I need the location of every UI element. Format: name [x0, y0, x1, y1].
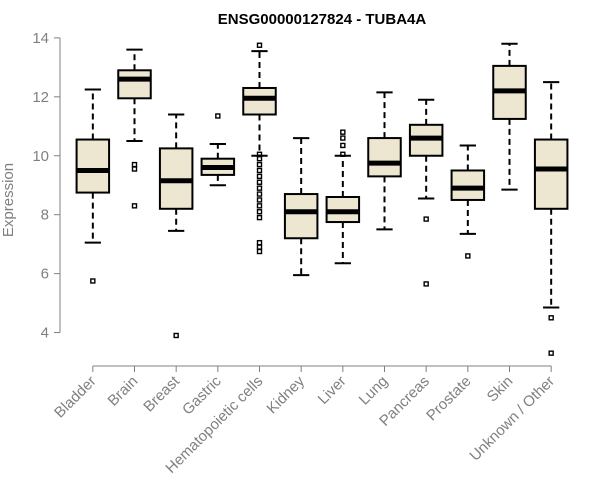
box-series — [75, 42, 569, 356]
y-axis-title: Expression — [0, 163, 17, 237]
box-iqr — [367, 137, 402, 178]
x-tick-label: Lung — [356, 373, 392, 409]
box-lung — [367, 91, 402, 231]
box-iqr — [117, 69, 152, 100]
y-axis: 4 6 8 10 12 14 — [32, 30, 61, 342]
box-brain — [117, 48, 152, 209]
x-tick-label: Liver — [315, 373, 350, 408]
x-tick-label: Skin — [484, 373, 517, 406]
x-tick-label: Breast — [140, 372, 183, 415]
outlier-point — [173, 332, 179, 339]
box-iqr — [533, 138, 569, 210]
outlier-point — [548, 350, 554, 356]
box-gastric — [200, 113, 236, 187]
outlier-point — [256, 191, 263, 197]
x-tick-label: Kidney — [264, 372, 309, 417]
x-tick-label: Bladder — [51, 373, 100, 422]
x-tick-label: Prostate — [423, 373, 475, 425]
y-tick-label: 8 — [41, 207, 49, 224]
y-tick-label: 10 — [32, 148, 49, 165]
outlier-point — [340, 129, 346, 135]
outlier-point — [256, 244, 263, 250]
outlier-point — [90, 278, 96, 284]
outlier-point — [256, 151, 263, 157]
outlier-point — [256, 185, 263, 191]
outlier-point — [548, 315, 554, 321]
outlier-point — [131, 203, 138, 209]
outlier-point — [423, 216, 429, 222]
box-iqr — [75, 138, 111, 194]
outlier-point — [340, 142, 346, 149]
outlier-point — [423, 281, 429, 287]
box-skin — [492, 42, 527, 191]
outlier-point — [256, 167, 263, 174]
y-tick-label: 14 — [32, 30, 49, 47]
box-iqr — [242, 86, 277, 116]
outlier-point — [131, 161, 138, 168]
x-tick-label: Brain — [105, 373, 142, 410]
box-kidney — [283, 137, 319, 277]
box-iqr — [283, 193, 319, 240]
outlier-point — [256, 239, 263, 246]
outlier-point — [256, 203, 263, 209]
outlier-point — [256, 248, 263, 255]
box-pancreas — [408, 98, 444, 287]
box-hematopoietic-cells — [242, 42, 277, 255]
outlier-point — [256, 179, 263, 185]
y-tick-label: 6 — [41, 266, 49, 283]
box-bladder — [75, 88, 111, 284]
chart-title: ENSG00000127824 - TUBA4A — [218, 11, 427, 28]
box-unknown-other — [533, 81, 569, 356]
outlier-point — [256, 161, 263, 168]
outlier-point — [340, 151, 346, 157]
outlier-point — [131, 166, 138, 172]
box-liver — [325, 129, 361, 265]
outlier-point — [465, 253, 471, 259]
box-iqr — [450, 169, 486, 201]
y-tick-label: 12 — [32, 89, 49, 106]
outlier-point — [256, 42, 263, 48]
box-prostate — [450, 144, 486, 259]
y-tick-label: 4 — [41, 325, 49, 342]
box-breast — [158, 113, 194, 339]
outlier-point — [256, 155, 263, 162]
outlier-point — [340, 135, 346, 141]
outlier-point — [256, 209, 263, 215]
outlier-point — [256, 214, 263, 221]
outlier-point — [215, 113, 221, 119]
outlier-point — [256, 173, 263, 180]
outlier-point — [256, 197, 263, 203]
